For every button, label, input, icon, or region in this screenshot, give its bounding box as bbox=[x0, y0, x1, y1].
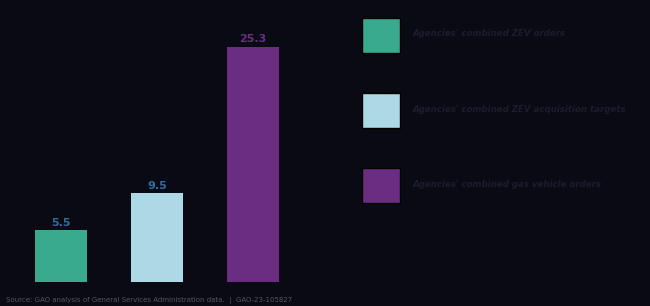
Text: Agencies' combined ZEV acquisition targets: Agencies' combined ZEV acquisition targe… bbox=[412, 105, 626, 114]
Text: 25.3: 25.3 bbox=[239, 34, 266, 44]
Bar bbox=[34, 230, 87, 282]
Bar bbox=[131, 193, 183, 282]
FancyBboxPatch shape bbox=[363, 168, 400, 203]
Text: Agencies' combined gas vehicle orders: Agencies' combined gas vehicle orders bbox=[412, 180, 601, 189]
Text: 9.5: 9.5 bbox=[147, 181, 167, 191]
Text: Source: GAO analysis of General Services Administration data.  |  GAO-23-105827: Source: GAO analysis of General Services… bbox=[6, 297, 292, 304]
FancyBboxPatch shape bbox=[363, 93, 400, 128]
FancyBboxPatch shape bbox=[363, 18, 400, 53]
Text: Agencies' combined ZEV orders: Agencies' combined ZEV orders bbox=[412, 29, 566, 38]
Bar bbox=[227, 47, 280, 282]
Text: 5.5: 5.5 bbox=[51, 218, 71, 228]
